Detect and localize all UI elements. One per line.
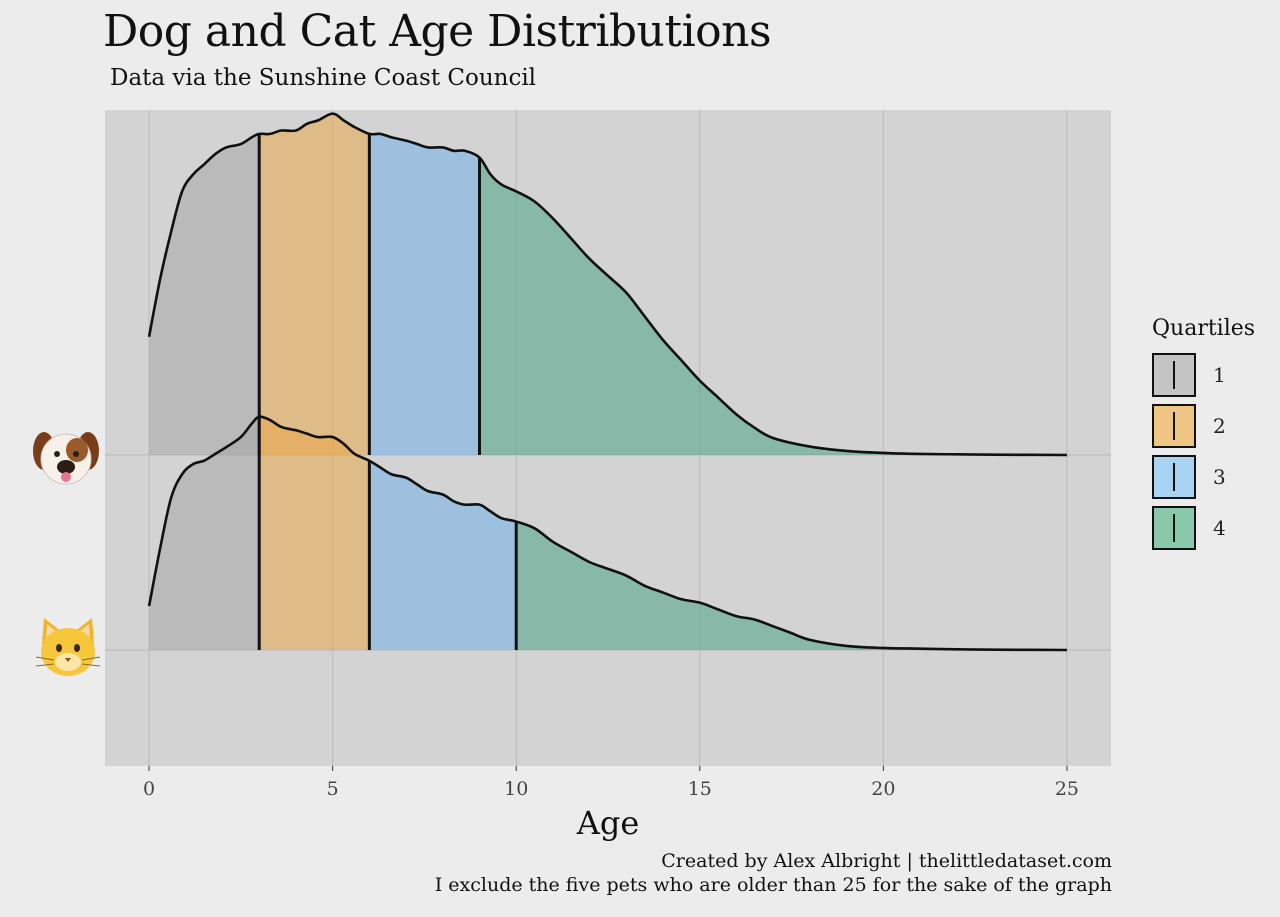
quartile-1-area (149, 416, 260, 650)
legend-key-swatch (1152, 352, 1196, 397)
legend-title: Quartiles (1152, 316, 1256, 341)
quartile-legend: Quartiles 1 2 3 4 (1152, 316, 1255, 553)
x-axis-title: Age (576, 804, 640, 842)
legend-item-4: 4 (1152, 502, 1255, 553)
quartile-2-area (259, 416, 370, 650)
quartile-4-area (516, 521, 1067, 650)
density-ridges (147, 112, 1067, 652)
legend-label: 4 (1213, 515, 1226, 540)
caption-credit: Created by Alex Albright | thelittledata… (661, 850, 1112, 872)
legend-key-swatch (1152, 403, 1196, 448)
x-tick-label: 5 (327, 778, 339, 800)
x-tick-label: 15 (688, 778, 712, 800)
legend-key-swatch (1152, 505, 1196, 550)
dog-face-icon (33, 432, 99, 485)
legend-label: 2 (1213, 413, 1226, 438)
quartile-2-area (259, 113, 370, 456)
density-curve (147, 415, 1067, 652)
x-axis-ticks: 0 5 10 15 20 25 (143, 766, 1079, 800)
quartile-3-area (369, 460, 517, 650)
legend-label: 1 (1213, 362, 1226, 387)
x-tick-label: 10 (504, 778, 528, 800)
quartile-4-area (479, 157, 1067, 455)
x-tick-label: 0 (143, 778, 155, 800)
legend-item-2: 2 (1152, 400, 1255, 451)
legend-item-1: 1 (1152, 349, 1255, 400)
legend-key-swatch (1152, 454, 1196, 499)
chart-title: Dog and Cat Age Distributions (103, 6, 772, 57)
ridge-dog-face (147, 112, 1067, 457)
caption-note: I exclude the five pets who are older th… (434, 874, 1112, 896)
cat-face-icon (35, 618, 101, 676)
x-tick-label: 25 (1055, 778, 1079, 800)
quartile-3-area (369, 133, 480, 455)
chart-subtitle: Data via the Sunshine Coast Council (110, 65, 537, 91)
legend-item-3: 3 (1152, 451, 1255, 502)
density-curve (147, 112, 1067, 457)
ridge-cat-face (147, 415, 1067, 652)
x-tick-label: 20 (871, 778, 895, 800)
legend-label: 3 (1213, 464, 1226, 489)
